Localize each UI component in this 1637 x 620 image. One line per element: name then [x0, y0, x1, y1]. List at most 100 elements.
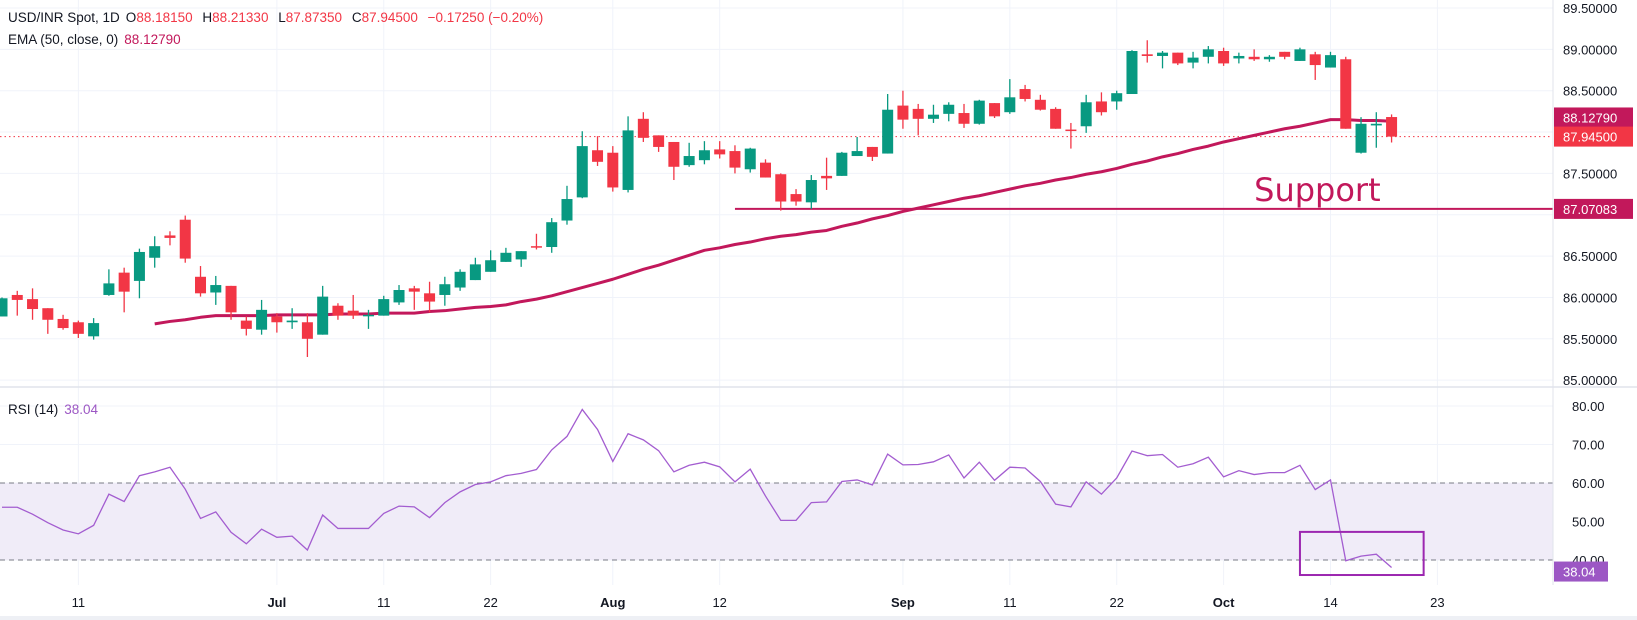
candle-up	[576, 131, 588, 199]
candle-down	[1248, 49, 1260, 61]
candle-body	[347, 310, 359, 316]
candle-up	[317, 285, 329, 335]
candle-up	[622, 116, 634, 193]
candle-down	[11, 290, 23, 316]
candle-body	[821, 175, 833, 179]
candle-down	[912, 103, 924, 136]
candle-body	[164, 235, 176, 238]
candle-body	[393, 290, 405, 303]
price-tick-label: 85.00000	[1563, 373, 1617, 388]
candle-up	[1355, 117, 1367, 154]
candle-down	[1141, 40, 1153, 63]
candle-body	[698, 150, 710, 161]
candle-body	[1340, 59, 1352, 129]
rsi-line	[2, 408, 1392, 569]
price-tick-label: 86.00000	[1563, 290, 1617, 305]
candle-down	[637, 112, 649, 142]
time-tick-label: 11	[1003, 595, 1017, 610]
candle-up	[1294, 47, 1306, 61]
low-label: L	[278, 10, 286, 25]
bottom-border	[0, 616, 1637, 620]
candle-up	[439, 276, 451, 306]
candle-down	[27, 288, 39, 320]
candle-up	[805, 175, 817, 209]
candle-body	[301, 322, 313, 339]
candle-down	[179, 215, 191, 263]
candle-up	[88, 318, 100, 340]
candle-down	[118, 267, 130, 313]
rsi-tick-label: 50.00	[1572, 515, 1605, 530]
candle-body	[1141, 54, 1153, 56]
candle-down	[775, 173, 787, 211]
candle-body	[790, 194, 802, 202]
candle-down	[760, 159, 771, 178]
candle-down	[897, 90, 909, 129]
candle-down	[729, 145, 741, 174]
candle-body	[943, 104, 955, 114]
candle-down	[989, 103, 1001, 118]
candle-body	[424, 293, 436, 302]
time-tick-label: 14	[1323, 595, 1337, 610]
change-value: −0.17250 (−0.20%)	[427, 10, 544, 25]
candle-body	[1065, 129, 1077, 132]
candle-up	[744, 147, 756, 173]
candle-down	[821, 157, 833, 190]
candle-down	[332, 303, 344, 320]
ema-legend[interactable]: EMA (50, close, 0) 88.12790	[8, 32, 187, 47]
ema-price-badge-text: 88.12790	[1563, 110, 1617, 125]
candle-body	[592, 150, 604, 162]
candle-up	[500, 247, 512, 262]
candle-up	[698, 141, 710, 165]
candle-body	[256, 309, 268, 330]
candle-down	[1065, 122, 1077, 149]
candle-up	[561, 185, 573, 225]
candle-body	[1309, 54, 1321, 66]
candle-body	[729, 151, 741, 168]
candle-down	[1019, 84, 1031, 102]
price-tick-label: 89.50000	[1563, 1, 1617, 16]
candle-body	[973, 100, 985, 124]
candle-down	[1309, 51, 1321, 80]
candle-body	[805, 180, 817, 203]
time-tick-label: Oct	[1213, 595, 1235, 610]
candle-up	[1370, 112, 1382, 148]
candle-body	[1034, 99, 1046, 110]
ema-line	[154, 118, 1392, 326]
candle-up	[485, 250, 497, 272]
candle-body	[485, 260, 497, 272]
time-tick-label: 23	[1430, 595, 1444, 610]
ema-legend-label: EMA (50, close, 0)	[8, 32, 119, 47]
candle-down	[1034, 94, 1046, 111]
time-tick-label: Jul	[267, 595, 286, 610]
candle-down	[714, 141, 726, 159]
candle-body	[1050, 108, 1062, 129]
price-pane	[0, 40, 1553, 357]
candle-up	[1233, 52, 1245, 64]
candle-body	[897, 105, 909, 120]
candle-up	[256, 299, 268, 335]
candle-up	[210, 275, 222, 305]
candle-up	[1324, 51, 1336, 68]
candle-up	[973, 99, 985, 125]
candle-body	[317, 296, 329, 335]
close-label: C	[351, 10, 362, 25]
candle-body	[378, 299, 390, 316]
candle-body	[958, 113, 970, 124]
candle-body	[1279, 51, 1291, 57]
open-label: O	[125, 10, 137, 25]
candle-body	[851, 151, 863, 157]
high-value: 88.21330	[212, 10, 269, 25]
time-tick-label: 22	[483, 595, 497, 610]
candle-up	[454, 269, 466, 291]
rsi-tick-label: 70.00	[1572, 438, 1605, 453]
candle-body	[88, 323, 100, 337]
candle-body	[1386, 117, 1398, 137]
last-price-badge-text: 87.94500	[1563, 130, 1617, 145]
time-tick-label: 11	[72, 595, 86, 610]
candle-down	[347, 294, 359, 319]
candle-up	[1004, 79, 1016, 114]
candle-body	[225, 285, 237, 313]
candle-body	[439, 284, 451, 295]
rsi-legend[interactable]: RSI (14) 38.04	[8, 402, 104, 417]
